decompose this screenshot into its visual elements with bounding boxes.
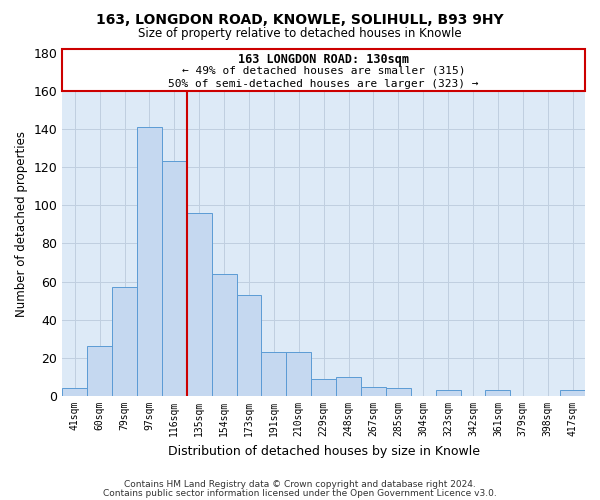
Text: Size of property relative to detached houses in Knowle: Size of property relative to detached ho… — [138, 28, 462, 40]
Bar — [386, 388, 411, 396]
Bar — [87, 346, 112, 396]
Bar — [236, 295, 262, 396]
Text: 50% of semi-detached houses are larger (323) →: 50% of semi-detached houses are larger (… — [169, 79, 479, 89]
Text: Contains HM Land Registry data © Crown copyright and database right 2024.: Contains HM Land Registry data © Crown c… — [124, 480, 476, 489]
Bar — [262, 352, 286, 396]
Bar — [336, 377, 361, 396]
Bar — [485, 390, 511, 396]
Bar — [436, 390, 461, 396]
Bar — [361, 386, 386, 396]
Text: 163 LONGDON ROAD: 130sqm: 163 LONGDON ROAD: 130sqm — [238, 52, 409, 66]
Text: 163, LONGDON ROAD, KNOWLE, SOLIHULL, B93 9HY: 163, LONGDON ROAD, KNOWLE, SOLIHULL, B93… — [96, 12, 504, 26]
Y-axis label: Number of detached properties: Number of detached properties — [15, 132, 28, 318]
Bar — [212, 274, 236, 396]
Bar — [560, 390, 585, 396]
Bar — [137, 127, 162, 396]
Bar — [62, 388, 87, 396]
FancyBboxPatch shape — [62, 48, 585, 90]
Bar — [112, 288, 137, 396]
Bar — [187, 213, 212, 396]
Bar — [162, 162, 187, 396]
Text: Contains public sector information licensed under the Open Government Licence v3: Contains public sector information licen… — [103, 488, 497, 498]
Text: ← 49% of detached houses are smaller (315): ← 49% of detached houses are smaller (31… — [182, 66, 466, 76]
Bar — [311, 379, 336, 396]
X-axis label: Distribution of detached houses by size in Knowle: Distribution of detached houses by size … — [167, 444, 479, 458]
Bar — [286, 352, 311, 396]
